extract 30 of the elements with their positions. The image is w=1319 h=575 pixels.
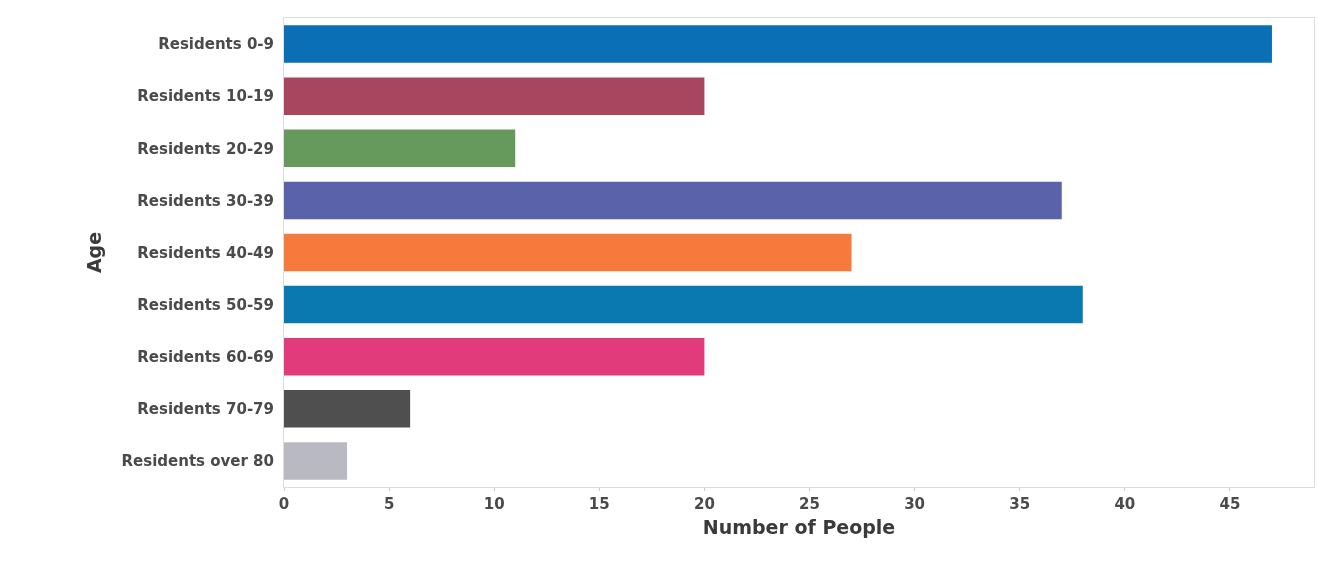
x-tick-label: 25: [799, 495, 820, 513]
x-tick-label: 45: [1219, 495, 1241, 513]
bar: [284, 285, 1083, 324]
y-tick-label: Residents 10-19: [137, 87, 274, 106]
bar: [284, 442, 348, 480]
x-tick-label: 20: [693, 495, 715, 513]
y-tick-label: Residents 20-29: [137, 139, 274, 158]
y-tick-label: Residents over 80: [121, 452, 274, 471]
bar: [284, 390, 411, 428]
y-tick-label: Residents 0-9: [158, 35, 274, 54]
bar: [284, 77, 705, 115]
y-tick-label: Residents 70-79: [137, 400, 274, 419]
x-tick-label: 0: [278, 495, 290, 513]
y-tick-label: Residents 50-59: [137, 295, 274, 314]
y-tick-label: Residents 30-39: [137, 191, 274, 210]
bar: [284, 181, 1062, 220]
x-tick-label: 5: [383, 495, 395, 513]
bar: [284, 337, 705, 376]
y-tick-label: Residents 60-69: [137, 347, 274, 366]
x-tick-label: 40: [1114, 495, 1136, 513]
x-tick-label: 15: [588, 495, 610, 513]
y-tick-label: Residents 40-49: [137, 243, 274, 262]
bar: [284, 25, 1272, 63]
x-tick-label: 35: [1009, 495, 1031, 513]
x-tick-label: 30: [904, 495, 926, 513]
bar: [284, 129, 516, 168]
bar: [284, 233, 852, 272]
x-axis-title: Number of People: [702, 515, 896, 538]
y-axis-title: Age: [83, 231, 106, 274]
x-tick-label: 10: [483, 495, 505, 513]
